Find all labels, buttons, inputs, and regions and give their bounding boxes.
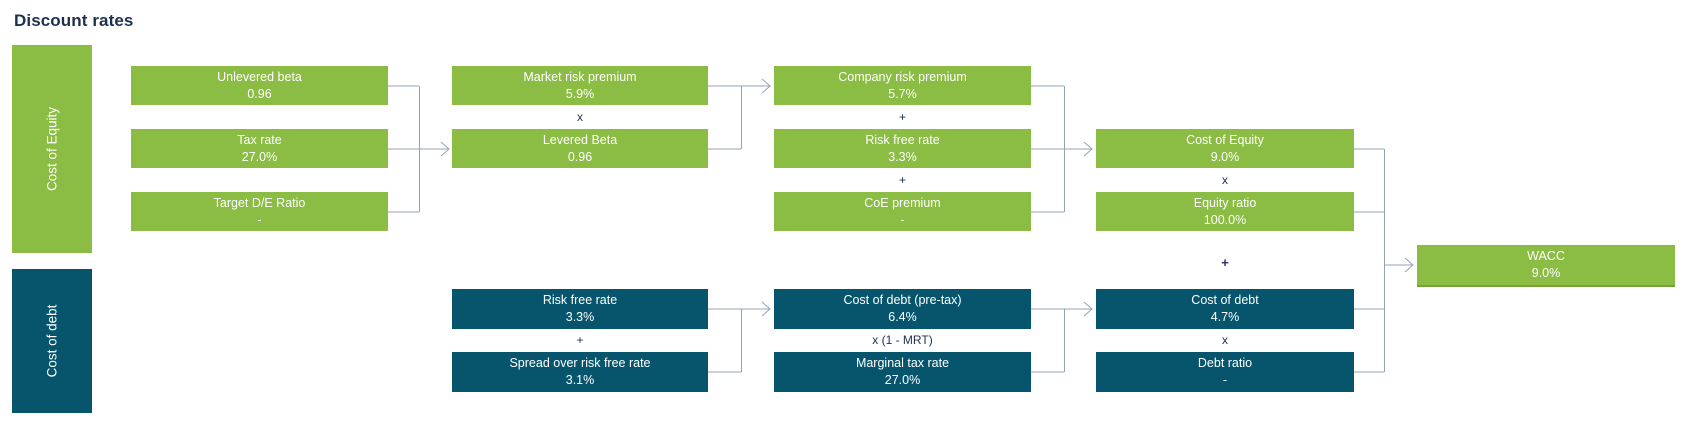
box-value: 3.1% <box>565 373 595 387</box>
box-value: 9.0% <box>1531 266 1561 280</box>
box-market-risk-premium: Market risk premium 5.9% <box>452 66 708 105</box>
box-cost-of-debt: Cost of debt 4.7% <box>1096 289 1354 329</box>
box-label: Equity ratio <box>1193 195 1257 210</box>
box-value: 0.96 <box>247 86 272 101</box>
box-label: Cost of debt <box>1191 293 1259 307</box>
operator-multiply: x <box>1222 333 1228 347</box>
box-label: Spread over risk free rate <box>509 356 651 370</box>
arrow-icon <box>1404 257 1414 273</box>
box-wacc: WACC 9.0% <box>1417 245 1675 287</box>
box-value: 100.0% <box>1203 212 1247 227</box>
box-debt-ratio: Debt ratio - <box>1096 352 1354 392</box>
box-value: - <box>1222 373 1228 387</box>
connector-base-to-pretax <box>708 308 769 373</box>
box-coe-premium: CoE premium - <box>774 192 1031 231</box>
connector-premium-to-coe <box>1031 85 1091 213</box>
box-cost-of-equity: Cost of Equity 9.0% <box>1096 129 1354 168</box>
page-title: Discount rates <box>14 11 134 30</box>
arrow-icon <box>761 301 771 317</box>
box-label: Market risk premium <box>523 69 637 84</box>
box-value: 6.4% <box>888 310 917 324</box>
operator-multiply: x <box>1222 173 1228 187</box>
sidebar-cost-of-equity: Cost of Equity <box>12 45 92 253</box>
box-label: Debt ratio <box>1197 356 1253 370</box>
box-label: CoE premium <box>864 195 941 210</box>
box-label: Cost of debt (pre-tax) <box>843 293 962 307</box>
connector-beta-to-premium <box>708 85 769 150</box>
box-value: 5.9% <box>565 86 595 101</box>
box-label: Risk free rate <box>542 293 618 307</box>
box-label: Target D/E Ratio <box>213 195 306 210</box>
box-spread-over-risk-free-rate: Spread over risk free rate 3.1% <box>452 352 708 392</box>
box-target-de-ratio: Target D/E Ratio - <box>131 192 388 231</box>
connector-to-wacc <box>1354 148 1412 373</box>
box-levered-beta: Levered Beta 0.96 <box>452 129 708 168</box>
box-risk-free-rate-debt: Risk free rate 3.3% <box>452 289 708 329</box>
box-value: 5.7% <box>888 86 917 101</box>
box-value: 27.0% <box>884 373 921 387</box>
box-risk-free-rate-equity: Risk free rate 3.3% <box>774 129 1031 168</box>
box-company-risk-premium: Company risk premium 5.7% <box>774 66 1031 105</box>
box-value: 3.3% <box>888 149 917 164</box>
box-label: Risk free rate <box>865 132 940 147</box>
box-label: Cost of Equity <box>1186 132 1264 147</box>
box-label: Levered Beta <box>542 132 618 147</box>
box-value: 9.0% <box>1210 149 1240 164</box>
box-cost-of-debt-pretax: Cost of debt (pre-tax) 6.4% <box>774 289 1031 329</box>
connector-equity-inputs-to-beta <box>388 85 448 213</box>
operator-multiply-one-minus-mrt: x (1 - MRT) <box>872 333 933 347</box>
box-label: Unlevered beta <box>217 69 302 84</box>
operator-multiply: x <box>577 110 583 124</box>
box-label: Company risk premium <box>838 69 967 84</box>
connector-pretax-to-cod <box>1031 308 1091 373</box>
cost-of-debt-section-label: Cost of debt <box>44 304 60 378</box>
operator-plus: + <box>898 110 906 124</box>
arrow-icon <box>1083 141 1093 157</box>
operator-plus: + <box>576 333 584 347</box>
box-marginal-tax-rate: Marginal tax rate 27.0% <box>774 352 1031 392</box>
box-value: 27.0% <box>241 149 278 164</box>
box-label: Marginal tax rate <box>855 356 950 370</box>
operator-plus: + <box>898 173 906 187</box>
arrow-icon <box>1083 301 1093 317</box>
arrow-icon <box>761 78 771 94</box>
box-label: WACC <box>1527 249 1565 263</box>
arrow-icon <box>440 141 450 157</box>
cost-of-equity-section-label: Cost of Equity <box>44 106 60 192</box>
sidebar-cost-of-debt: Cost of debt <box>12 269 92 413</box>
box-equity-ratio: Equity ratio 100.0% <box>1096 192 1354 231</box>
box-tax-rate: Tax rate 27.0% <box>131 129 388 168</box>
box-value: - <box>900 212 905 227</box>
box-value: - <box>257 212 262 227</box>
box-value: 0.96 <box>567 149 593 164</box>
box-value: 4.7% <box>1210 310 1240 324</box>
box-value: 3.3% <box>565 310 595 324</box>
box-unlevered-beta: Unlevered beta 0.96 <box>131 66 388 105</box>
box-label: Tax rate <box>237 132 282 147</box>
operator-combine-plus: + <box>1221 255 1229 270</box>
